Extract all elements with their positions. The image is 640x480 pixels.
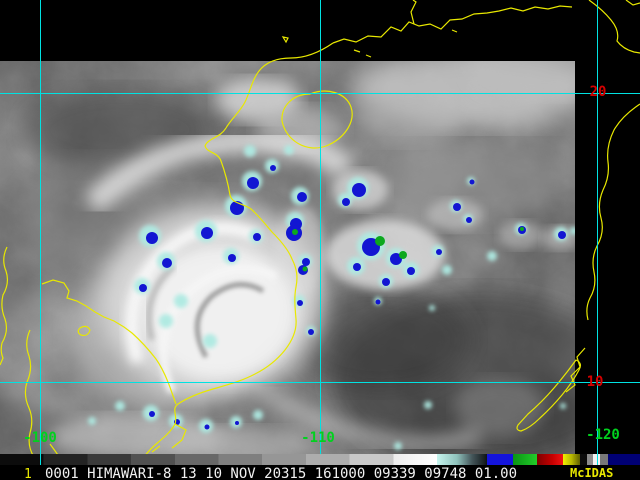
latlon-grid	[0, 0, 640, 466]
frame-number: 1	[24, 467, 32, 480]
lat-label-20: 20	[590, 84, 607, 100]
coastline-vietnam	[138, 42, 334, 465]
coastline-palawan	[516, 359, 582, 432]
coldest-core-cells	[292, 227, 524, 272]
image-info-text: 0001 HIMAWARI-8 13 10 NOV 20315 161000 0…	[45, 466, 517, 480]
lat-label-10: 10	[587, 374, 604, 390]
coastline-south-china	[332, 5, 573, 44]
coastline-luzon-west	[586, 103, 640, 321]
colorbar-cyan-segment	[437, 454, 487, 465]
mcidas-brand: McIDAS	[570, 466, 613, 480]
colorbar-green-segment	[513, 454, 537, 465]
cyclone-north-band	[83, 129, 355, 214]
colorbar-navy-segment	[608, 454, 640, 465]
cold-core-cells	[139, 165, 566, 430]
colorbar-blue-segment	[487, 454, 513, 465]
cyclone-tail-band	[257, 385, 482, 452]
coastline-gulf-of-thailand	[41, 279, 177, 405]
lon-label--100: -100	[23, 430, 57, 446]
coastline-luzon-north	[588, 0, 640, 54]
lon-label--110: -110	[301, 430, 335, 446]
satellite-image-viewport[interactable]	[0, 42, 630, 465]
coastline-malay-peninsula	[24, 329, 35, 465]
grid-labels: 20 10 -100 -110 -120	[23, 84, 620, 446]
enhancement-colorbar	[0, 454, 640, 466]
coastline-overlay	[0, 0, 640, 466]
tropical-cyclone	[83, 129, 482, 452]
status-bar: 1 0001 HIMAWARI-8 13 10 NOV 20315 161000…	[0, 465, 640, 480]
convection-enhancement	[88, 145, 575, 450]
colorbar-gray-ramp	[0, 454, 437, 465]
coastline-hainan-island	[281, 90, 353, 149]
colorbar-yellow-segment	[563, 454, 580, 465]
lon-label--120: -120	[586, 427, 620, 443]
colorbar-red-segment	[537, 454, 563, 465]
